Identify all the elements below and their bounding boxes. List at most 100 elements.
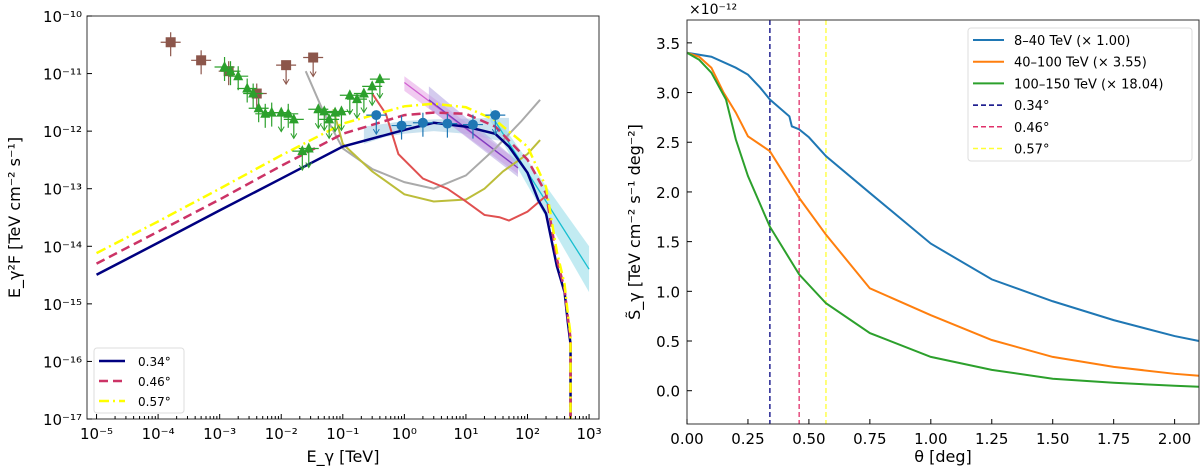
x-tick-label: 10⁰: [392, 425, 417, 443]
x-tick-label: 0.00: [670, 430, 703, 448]
axes-frame: [686, 19, 1200, 425]
triangle-marker: [266, 106, 277, 117]
y-tick-label: 10⁻¹⁶: [43, 353, 82, 371]
y-tick-label: 3.0: [656, 85, 680, 103]
circle-point: [437, 113, 458, 138]
y-tick-label: 0.5: [656, 333, 680, 351]
legend-label: 0.57°: [138, 395, 171, 409]
profile-line-1: [686, 51, 1200, 377]
arrow-head: [346, 109, 354, 116]
y-tick-label: 2.0: [656, 184, 680, 202]
triangle-marker: [283, 107, 294, 118]
square-point: [276, 60, 297, 86]
left-plot: 10⁻⁵ 10⁻⁴ 10⁻³ 10⁻² 10⁻¹ 10⁰ 10¹ 10² 10³ 10⁻¹⁰ 10⁻…: [5, 8, 602, 467]
square-marker: [165, 37, 176, 48]
model-line-2: [95, 102, 572, 419]
triangle-point: [237, 78, 258, 103]
plot-area: [95, 32, 590, 419]
legend-label: 0.46°: [138, 375, 171, 389]
triangle-marker: [358, 87, 369, 98]
circle-point: [391, 115, 412, 140]
arrow-head: [338, 125, 345, 132]
circle-marker: [490, 110, 501, 121]
y-tick-label: 3.5: [656, 35, 680, 53]
triangle-point: [346, 93, 367, 120]
arrow-head: [290, 133, 298, 140]
triangle-marker: [303, 142, 314, 153]
triangle-marker: [324, 113, 335, 124]
legend-label: 0.57°: [1014, 143, 1049, 158]
x-tick-label: 10⁻³: [203, 425, 236, 443]
triangle-point: [339, 89, 360, 116]
triangle-point: [278, 103, 299, 128]
triangle-point: [319, 113, 340, 140]
arrow-head: [360, 107, 368, 114]
triangle-marker: [233, 70, 244, 81]
arrow-head: [368, 100, 376, 107]
triangle-marker: [336, 105, 347, 116]
x-tick-label: 0.75: [853, 430, 886, 448]
y-axis-label: S̃_γ [TeV cm⁻² s⁻¹ deg⁻²]: [625, 124, 645, 320]
x-tick-label: 10⁻¹: [326, 425, 359, 443]
square-point: [303, 52, 324, 78]
arrow-head: [491, 128, 499, 136]
y-tick-label: 10⁻¹⁷: [43, 411, 82, 429]
x-tick-label: 10⁻⁴: [142, 425, 175, 443]
square-point: [160, 32, 181, 57]
x-tick-label: 10³: [577, 425, 602, 443]
legend-label: 0.34°: [1014, 99, 1049, 114]
legend: 0.34° 0.46° 0.57°: [93, 347, 185, 414]
triangle-point: [298, 142, 319, 169]
arrow-head: [331, 126, 339, 133]
y-tick-label: 10⁻¹²: [43, 123, 82, 141]
arrow-head: [309, 71, 317, 78]
triangle-marker: [253, 102, 264, 113]
circle-marker: [442, 118, 453, 129]
sensitivity-curve-3: [304, 70, 541, 190]
sensitivity-curve-4: [332, 108, 541, 203]
circle-marker: [396, 120, 407, 131]
x-tick-label: 10⁻²: [265, 425, 298, 443]
circle-marker: [467, 119, 478, 130]
arrow-head: [325, 133, 333, 140]
arrow-head: [298, 164, 306, 172]
x-tick-label: 2.00: [1158, 430, 1191, 448]
triangle-point: [362, 80, 383, 107]
offset-label: ×10⁻¹²: [689, 2, 737, 18]
circle-point: [412, 112, 433, 137]
circle-point: [366, 110, 387, 136]
triangle-marker: [225, 65, 236, 76]
x-axis-label: E_γ [TeV]: [307, 447, 380, 467]
x-axis-label: θ [deg]: [914, 447, 972, 466]
triangle-marker: [313, 103, 324, 114]
x-tick-label: 0.50: [792, 430, 825, 448]
x-tick-label: 1.50: [1036, 430, 1069, 448]
triangle-marker: [242, 82, 253, 93]
profile-line-2: [686, 51, 1200, 388]
triangle-point: [331, 105, 352, 132]
triangle-point: [353, 87, 374, 114]
legend-label: 8–40 TeV (× 1.00): [1014, 34, 1130, 49]
triangle-marker: [367, 80, 378, 91]
triangle-point: [283, 113, 304, 140]
arrow-head: [372, 128, 380, 136]
square-point: [191, 50, 212, 75]
square-marker: [281, 60, 292, 71]
y-axis-label: E_γ²F [TeV cm⁻² s⁻¹]: [5, 137, 25, 298]
y-tick-label: 1.5: [656, 234, 680, 252]
triangle-point: [243, 83, 264, 108]
legend-label: 40–100 TeV (× 3.55): [1014, 56, 1147, 71]
circle-marker: [417, 117, 428, 128]
circle-point: [462, 114, 483, 139]
legend-label: 100–150 TeV (× 18.04): [1014, 77, 1163, 92]
arrow-head: [376, 92, 384, 100]
y-tick-label: 0.0: [656, 383, 680, 401]
x-tick-label: 0.25: [731, 430, 764, 448]
triangle-marker: [374, 73, 385, 84]
triangle-marker: [219, 61, 230, 72]
legend-label: 0.46°: [1014, 121, 1049, 136]
triangle-point: [369, 73, 390, 100]
legend-box: [967, 27, 1193, 162]
profile-line-0: [686, 51, 1200, 342]
